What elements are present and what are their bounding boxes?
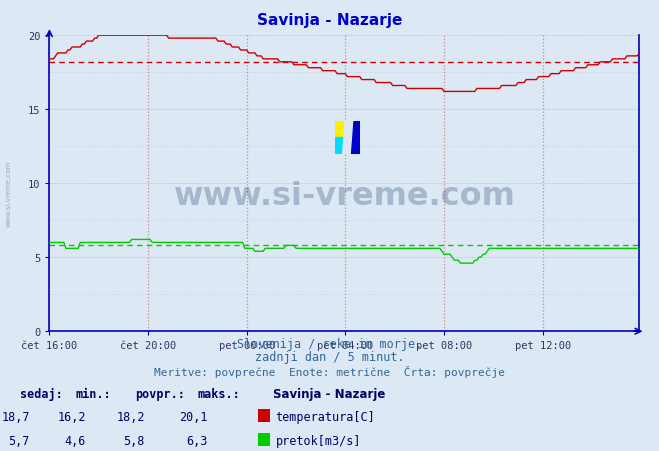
Text: 4,6: 4,6 (65, 434, 86, 446)
Text: Meritve: povprečne  Enote: metrične  Črta: povprečje: Meritve: povprečne Enote: metrične Črta:… (154, 365, 505, 377)
Text: Slovenija / reke in morje.: Slovenija / reke in morje. (237, 337, 422, 350)
Bar (335, 122, 348, 138)
Bar (348, 122, 360, 154)
Text: Savinja - Nazarje: Savinja - Nazarje (257, 13, 402, 28)
Text: min.:: min.: (76, 387, 111, 400)
Text: 18,2: 18,2 (117, 410, 145, 423)
Text: 16,2: 16,2 (57, 410, 86, 423)
Text: sedaj:: sedaj: (20, 387, 63, 400)
Polygon shape (343, 122, 353, 154)
Text: 5,7: 5,7 (9, 434, 30, 446)
Text: www.si-vreme.com: www.si-vreme.com (173, 180, 515, 211)
Bar (335, 138, 348, 154)
Text: maks.:: maks.: (198, 387, 241, 400)
Text: 20,1: 20,1 (179, 410, 208, 423)
Text: 6,3: 6,3 (186, 434, 208, 446)
Text: www.si-vreme.com: www.si-vreme.com (5, 161, 12, 227)
Text: 5,8: 5,8 (124, 434, 145, 446)
Text: Savinja - Nazarje: Savinja - Nazarje (273, 387, 386, 400)
Text: zadnji dan / 5 minut.: zadnji dan / 5 minut. (254, 351, 405, 364)
Text: temperatura[C]: temperatura[C] (275, 410, 375, 423)
Text: povpr.:: povpr.: (135, 387, 185, 400)
Text: 18,7: 18,7 (1, 410, 30, 423)
Text: pretok[m3/s]: pretok[m3/s] (275, 434, 361, 446)
